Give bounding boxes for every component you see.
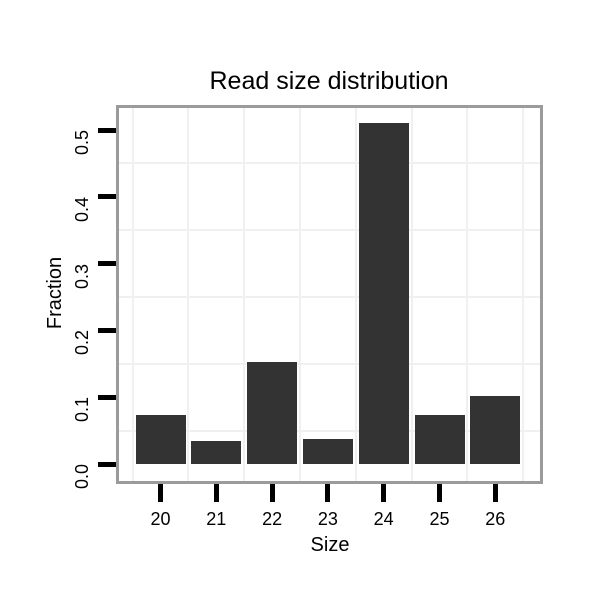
- y-tick: [98, 194, 116, 200]
- v-gridline: [354, 108, 357, 481]
- x-tick: [325, 484, 331, 502]
- x-tick: [269, 484, 275, 502]
- x-tick-label: 23: [317, 509, 338, 529]
- y-tick-label-text: 0.3: [72, 263, 92, 289]
- y-axis-title-text: Fraction: [44, 256, 66, 330]
- y-tick: [98, 394, 116, 400]
- y-tick: [98, 327, 116, 333]
- plot-panel: [116, 105, 543, 484]
- bar: [302, 439, 353, 464]
- x-tick-label: 26: [485, 509, 506, 529]
- x-tick: [158, 484, 163, 502]
- bar: [135, 415, 186, 464]
- x-tick: [381, 484, 387, 502]
- y-tick-label-text: 0.1: [72, 397, 92, 423]
- v-gridline: [243, 108, 246, 481]
- y-tick: [98, 127, 116, 133]
- y-tick-label-text: 0.0: [72, 464, 92, 490]
- y-tick-label-text: 0.2: [72, 330, 92, 356]
- x-tick-label: 25: [429, 509, 450, 529]
- h-gridline: [119, 162, 540, 165]
- v-gridline: [410, 108, 413, 481]
- v-gridline: [522, 108, 525, 481]
- x-tick-label: 24: [373, 509, 394, 529]
- y-tick: [98, 261, 116, 267]
- bar: [247, 361, 298, 464]
- y-tick-label-text: 0.5: [72, 130, 92, 156]
- h-gridline: [119, 229, 540, 232]
- bar: [358, 123, 409, 464]
- y-tick-label-text: 0.4: [72, 196, 92, 222]
- h-gridline: [119, 362, 540, 365]
- bar: [470, 395, 521, 464]
- x-tick: [492, 484, 498, 502]
- v-gridline: [187, 108, 190, 481]
- v-gridline: [131, 108, 134, 481]
- x-tick-label: 21: [206, 509, 227, 529]
- x-tick-label: 20: [150, 509, 171, 529]
- x-tick-label: 22: [262, 509, 283, 529]
- x-tick: [213, 484, 219, 502]
- bar: [414, 415, 465, 464]
- h-gridline: [119, 429, 540, 432]
- bar: [191, 440, 242, 464]
- v-gridline: [466, 108, 469, 481]
- y-tick: [98, 461, 116, 467]
- x-axis-title: Size: [310, 534, 350, 556]
- chart-title: Read size distribution: [209, 67, 449, 95]
- v-gridline: [299, 108, 301, 481]
- x-tick: [437, 484, 442, 502]
- h-gridline: [119, 296, 540, 298]
